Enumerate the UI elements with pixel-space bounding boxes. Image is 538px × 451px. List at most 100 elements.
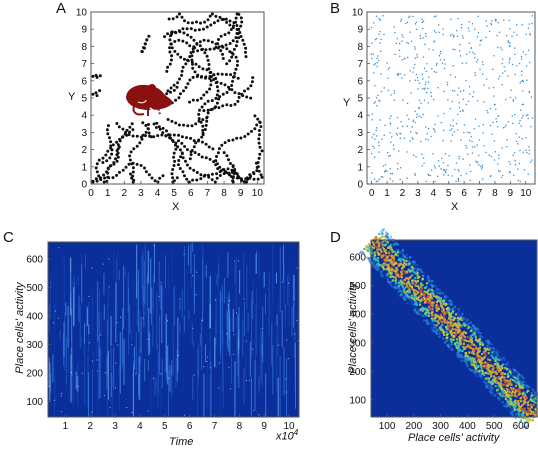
- correlation-cell: [430, 283, 433, 286]
- place-field-point: [399, 73, 401, 75]
- place-field-point: [504, 126, 506, 128]
- activity-streak: [92, 369, 93, 417]
- activity-streak: [218, 263, 220, 280]
- trajectory-point: [221, 52, 224, 56]
- correlation-cell: [507, 375, 510, 378]
- place-field-point: [474, 146, 476, 148]
- activity-streak: [87, 307, 88, 326]
- place-field-point: [418, 107, 420, 110]
- place-field-point: [498, 154, 500, 156]
- activity-streak: [123, 338, 125, 385]
- place-field-point: [442, 28, 444, 30]
- trajectory-point: [257, 141, 261, 145]
- correlation-cell: [400, 281, 404, 284]
- place-field-point: [526, 65, 528, 67]
- place-field-point: [496, 121, 498, 123]
- correlation-cell: [530, 398, 533, 401]
- place-field-point: [407, 56, 409, 59]
- trajectory-point: [260, 149, 264, 153]
- correlation-cell: [375, 267, 378, 270]
- correlation-cell: [500, 358, 503, 362]
- correlation-cell: [513, 391, 516, 394]
- correlation-cell: [415, 301, 418, 304]
- activity-speck: [109, 406, 111, 408]
- trajectory-point: [198, 108, 201, 112]
- correlation-cell: [418, 275, 421, 278]
- place-field-point: [452, 125, 454, 127]
- correlation-cell: [409, 298, 412, 301]
- activity-speck: [201, 320, 203, 322]
- activity-speck: [135, 373, 137, 375]
- activity-streak: [190, 243, 192, 274]
- correlation-cell: [473, 369, 476, 372]
- correlation-cell: [379, 254, 383, 257]
- correlation-cell: [377, 253, 380, 256]
- correlation-cell: [466, 327, 470, 330]
- trajectory-point: [207, 145, 211, 149]
- trajectory-point: [164, 134, 168, 138]
- place-field-point: [495, 19, 497, 21]
- trajectory-point: [199, 173, 203, 177]
- activity-streak: [193, 340, 195, 349]
- trajectory-point: [109, 146, 113, 150]
- correlation-cell: [388, 259, 391, 262]
- trajectory-point: [169, 136, 173, 140]
- trajectory-point: [182, 57, 186, 61]
- correlation-cell: [503, 376, 506, 379]
- place-field-point: [512, 99, 514, 101]
- place-field-point: [435, 31, 437, 34]
- trajectory-point: [193, 46, 197, 50]
- correlation-cell: [448, 325, 451, 328]
- correlation-cell: [489, 364, 492, 367]
- correlation-cell: [372, 243, 375, 247]
- activity-streak: [113, 252, 114, 279]
- activity-streak: [103, 273, 105, 295]
- correlation-cell: [380, 230, 383, 233]
- trajectory-point: [230, 84, 234, 87]
- trajectory-point: [170, 46, 174, 50]
- place-field-point: [373, 133, 375, 136]
- correlation-cell: [463, 321, 466, 324]
- correlation-cell: [499, 377, 502, 380]
- place-field-point: [471, 152, 474, 154]
- place-field-point: [482, 132, 484, 134]
- place-field-point: [513, 174, 515, 176]
- correlation-cell: [459, 340, 462, 343]
- activity-streak: [177, 317, 179, 372]
- trajectory-point: [181, 156, 185, 160]
- correlation-cell: [394, 262, 397, 265]
- activity-streak: [228, 306, 229, 352]
- correlation-cell: [483, 350, 486, 354]
- trajectory-point: [210, 107, 214, 111]
- trajectory-point: [177, 38, 181, 42]
- correlation-cell: [458, 344, 461, 347]
- activity-streak: [98, 335, 100, 400]
- trajectory-point: [235, 63, 239, 67]
- place-field-point: [403, 137, 406, 139]
- place-field-point: [412, 120, 414, 123]
- place-field-point: [509, 172, 511, 174]
- place-field-point: [428, 81, 430, 83]
- correlation-cell: [508, 394, 511, 397]
- trajectory-point: [223, 83, 227, 87]
- place-field-point: [444, 170, 446, 173]
- place-field-point: [425, 138, 427, 140]
- trajectory-point: [205, 68, 209, 72]
- trajectory-point: [94, 91, 98, 95]
- place-field-point: [382, 176, 384, 178]
- trajectory-point: [127, 162, 131, 166]
- activity-streak: [159, 373, 161, 417]
- correlation-cell: [493, 357, 496, 360]
- place-field-point: [508, 59, 511, 61]
- correlation-cell: [448, 299, 451, 303]
- activity-streak: [147, 289, 148, 350]
- correlation-cell: [449, 338, 452, 341]
- correlation-cell: [410, 260, 413, 263]
- correlation-cell: [529, 404, 532, 407]
- correlation-cell: [439, 334, 442, 338]
- place-field-point: [495, 108, 497, 110]
- trajectory-point: [215, 155, 218, 158]
- activity-streak: [166, 345, 169, 385]
- place-field-point: [378, 151, 380, 153]
- correlation-cell: [446, 296, 449, 299]
